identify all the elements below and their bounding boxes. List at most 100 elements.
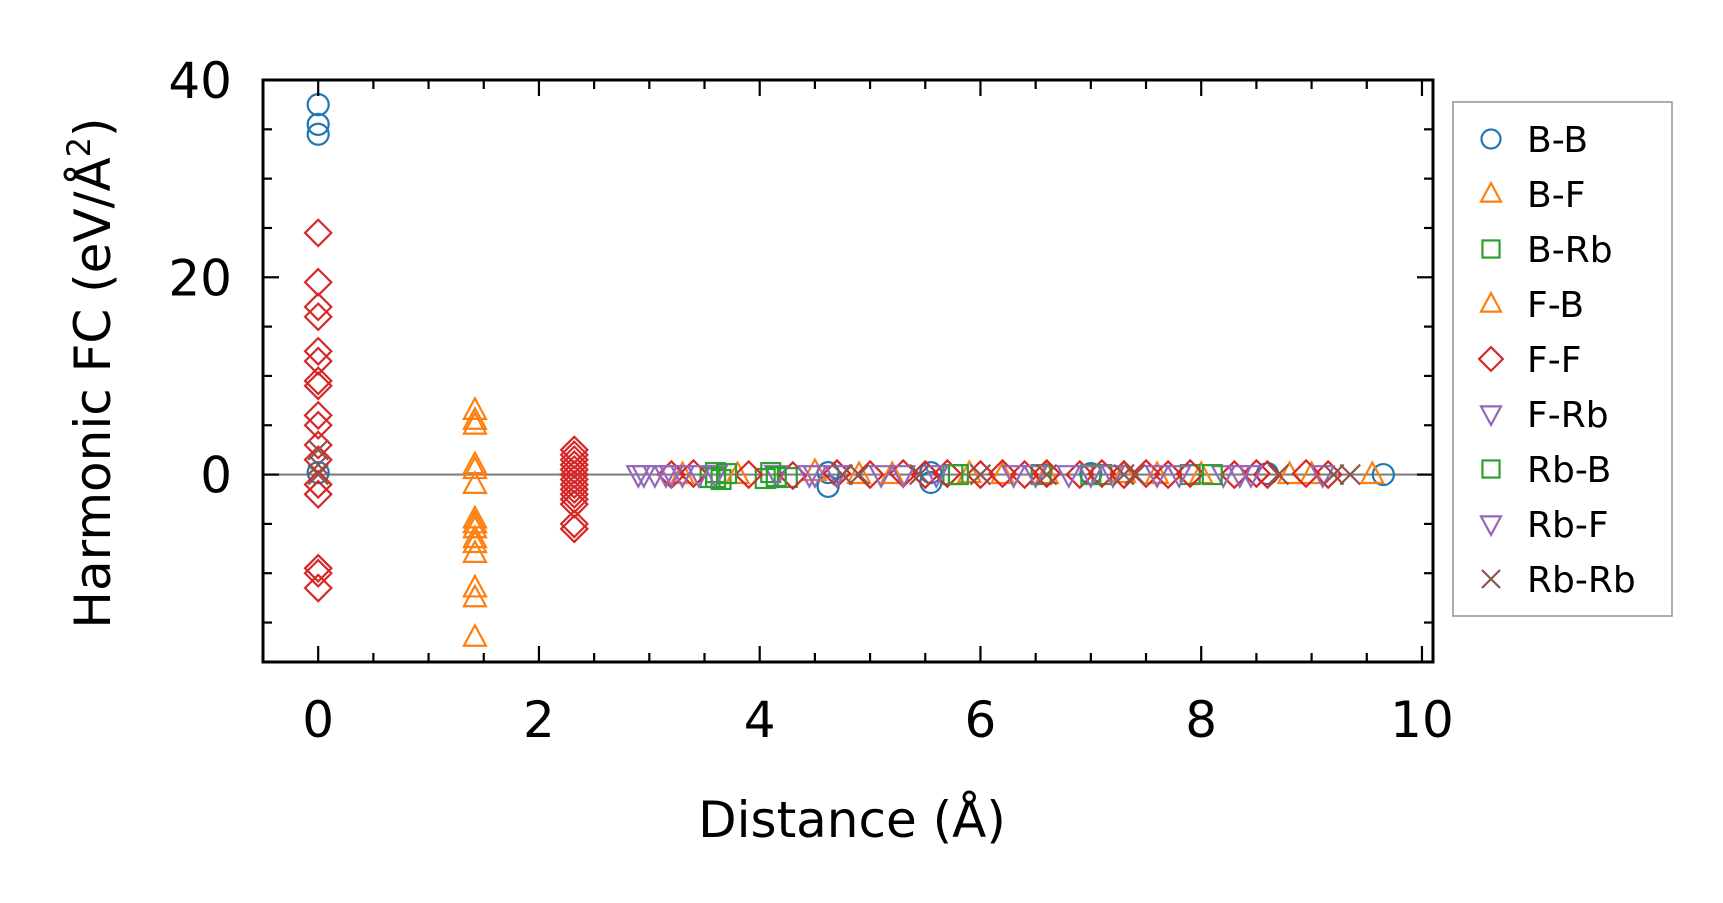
legend-label: B-Rb	[1527, 230, 1613, 271]
data-point	[686, 465, 712, 489]
data-point	[1291, 458, 1321, 489]
data-point	[1077, 465, 1104, 489]
data-point	[1371, 462, 1395, 487]
data-point	[303, 336, 333, 366]
data-point	[947, 464, 969, 486]
data-point	[765, 465, 787, 488]
series-rb-rb	[307, 439, 1361, 486]
legend-label: F-F	[1527, 340, 1581, 381]
data-point	[754, 467, 776, 490]
legend-marker	[1477, 345, 1505, 373]
data-point	[1201, 464, 1223, 486]
legend-label: Rb-B	[1527, 450, 1611, 491]
x-axis-label: Distance (Å)	[698, 791, 1006, 849]
data-point	[559, 450, 589, 480]
data-point	[303, 479, 333, 509]
data-point	[1210, 465, 1237, 489]
data-point	[462, 396, 488, 420]
legend-marker	[1480, 128, 1502, 150]
y-axis-label-close: )	[64, 117, 122, 137]
x-tick-label: 2	[523, 691, 555, 749]
data-point	[462, 514, 488, 539]
data-point	[989, 460, 1016, 485]
data-point	[678, 458, 709, 489]
data-point	[307, 463, 329, 486]
legend-label: Rb-F	[1527, 505, 1609, 546]
legend-marker	[1479, 515, 1503, 538]
data-point	[306, 112, 330, 136]
data-point	[559, 435, 589, 465]
legend-marker	[1481, 459, 1501, 479]
data-point	[303, 366, 333, 396]
data-point	[802, 465, 828, 489]
legend-marker	[1479, 290, 1503, 313]
data-point	[1124, 463, 1146, 486]
legend-label: F-Rb	[1527, 395, 1609, 436]
data-point	[1309, 465, 1336, 489]
legend-marker	[1479, 180, 1503, 203]
data-point	[658, 465, 685, 489]
data-point	[559, 445, 589, 475]
data-point	[559, 514, 589, 544]
data-point	[462, 410, 488, 435]
legend-marker	[1479, 405, 1503, 428]
data-point	[831, 463, 854, 486]
data-point	[848, 463, 870, 486]
series-rb-f	[630, 465, 1336, 489]
data-point	[1153, 459, 1183, 490]
data-point	[868, 465, 894, 489]
data-point	[969, 463, 992, 486]
data-point	[855, 459, 885, 490]
data-point	[908, 463, 931, 486]
data-point	[716, 463, 738, 485]
data-point	[303, 371, 333, 401]
data-point	[306, 122, 330, 146]
data-point	[1087, 458, 1117, 489]
data-point	[630, 465, 657, 489]
data-point	[987, 458, 1018, 489]
data-point	[1241, 458, 1272, 489]
legend: B-B B-F B-Rb F-B F-F F-Rb Rb-B Rb-F Rb-Rb	[1452, 101, 1673, 617]
axes: 0 2 4 6 8 10 0 20 40	[168, 52, 1453, 749]
series-f-f	[303, 218, 1343, 603]
data-point	[704, 466, 727, 489]
legend-label: Rb-Rb	[1527, 560, 1636, 601]
data-point	[1144, 465, 1170, 489]
y-axis-label-text: Harmonic FC (eV/Å	[64, 157, 122, 628]
data-point	[462, 573, 488, 598]
data-point	[462, 455, 488, 480]
x-tick-label: 0	[302, 691, 334, 749]
data-point	[1100, 465, 1126, 489]
data-point	[890, 465, 917, 489]
data-point	[559, 489, 589, 519]
data-point	[303, 302, 333, 332]
data-point	[559, 454, 589, 485]
data-point	[306, 93, 330, 117]
legend-label: B-B	[1527, 120, 1588, 161]
y-tick-label: 0	[200, 447, 232, 505]
legend-marker	[1481, 239, 1501, 259]
y-tick-label: 40	[168, 52, 232, 110]
data-point	[303, 469, 333, 500]
data-point	[669, 460, 696, 485]
data-point	[462, 470, 488, 494]
data-point	[1267, 463, 1290, 486]
data-point	[965, 459, 996, 490]
data-point	[1111, 459, 1137, 484]
data-point	[932, 458, 963, 489]
data-point	[1144, 460, 1170, 485]
legend-label: B-F	[1527, 175, 1585, 216]
data-point	[303, 573, 333, 603]
data-point	[303, 267, 333, 297]
data-point	[303, 400, 333, 431]
y-axis-label: Harmonic FC (eV/Å2)	[60, 117, 122, 628]
x-tick-label: 10	[1390, 691, 1454, 749]
data-point	[923, 465, 950, 489]
data-point	[303, 218, 333, 248]
x-tick-label: 4	[744, 691, 776, 749]
data-point	[733, 459, 764, 490]
data-point	[559, 474, 589, 505]
data-point	[559, 464, 589, 495]
series-b-f	[462, 396, 1386, 647]
